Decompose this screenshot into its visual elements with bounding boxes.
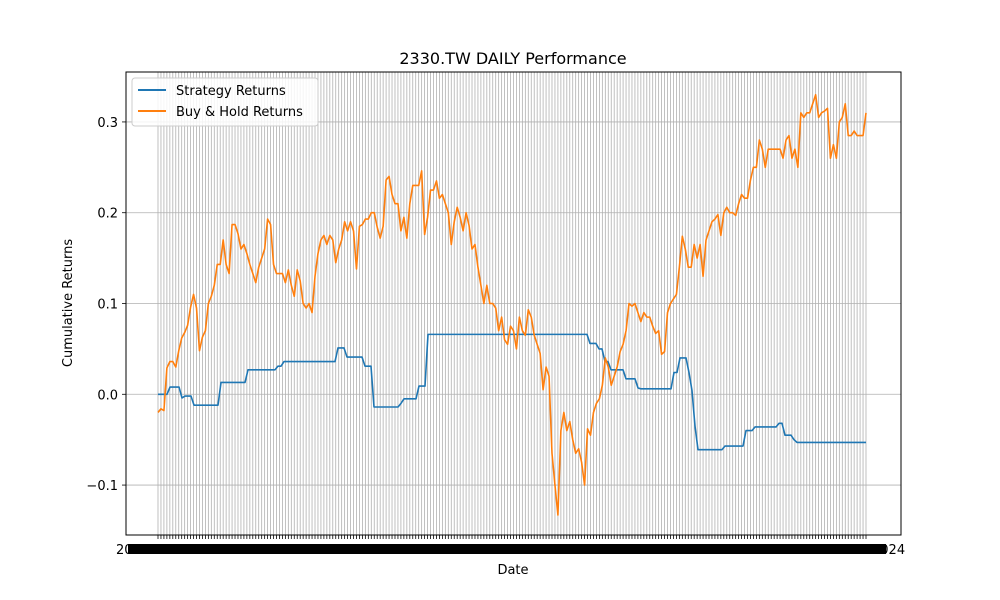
x-tick-label-end: 2024 (872, 543, 905, 558)
y-ticks: −0.1 0.0 0.1 0.2 0.3 (86, 116, 126, 494)
series-line-buy-hold (157, 93, 867, 516)
x-axis-label: Date (497, 563, 528, 578)
x-tick-labels-overlap (128, 544, 886, 554)
series-layer (157, 93, 867, 516)
y-tick-label: 0.2 (97, 207, 118, 222)
legend: Strategy Returns Buy & Hold Returns (131, 77, 319, 127)
x-tick-label-start: 2023 (116, 543, 149, 558)
legend-box (131, 77, 319, 127)
y-tick-label: −0.1 (86, 479, 118, 494)
y-tick-label: 0.0 (97, 388, 118, 403)
x-ticks: 2023 2024 (116, 535, 905, 558)
y-tick-label: 0.3 (97, 116, 118, 131)
legend-label-buy-hold: Buy & Hold Returns (176, 105, 303, 120)
chart-title: 2330.TW DAILY Performance (399, 49, 626, 68)
series-line-strategy (158, 333, 866, 451)
y-axis-label: Cumulative Returns (61, 239, 76, 367)
legend-label-strategy: Strategy Returns (176, 84, 286, 99)
y-gridlines (126, 121, 901, 486)
y-tick-label: 0.1 (97, 298, 118, 313)
